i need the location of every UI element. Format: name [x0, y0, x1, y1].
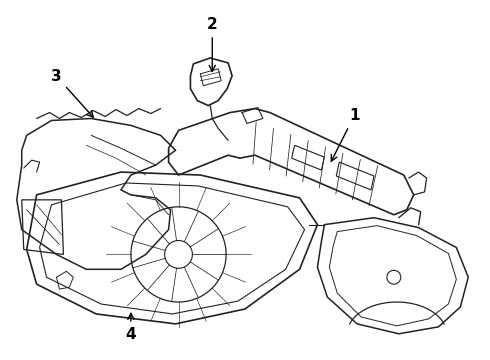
Text: 1: 1	[331, 108, 359, 161]
Text: 3: 3	[51, 69, 93, 117]
Text: 4: 4	[125, 313, 136, 342]
Text: 2: 2	[207, 17, 218, 72]
